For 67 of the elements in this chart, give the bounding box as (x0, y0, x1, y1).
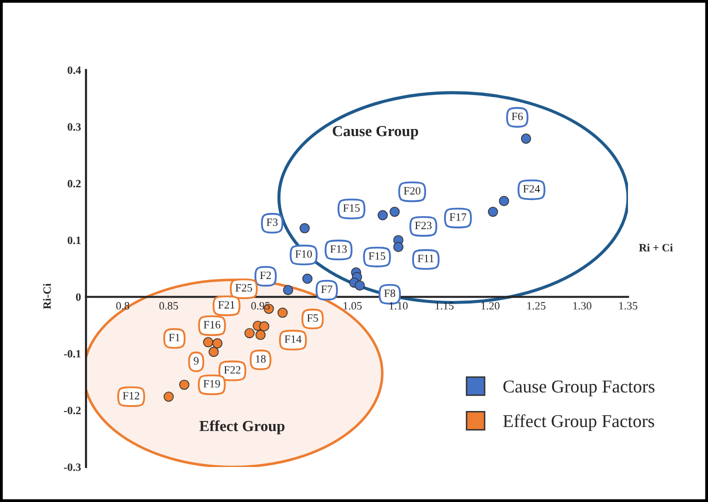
annotation: F1 (168, 334, 180, 342)
y-tick-label: 0.3 (68, 123, 81, 131)
annotation: F25 (235, 284, 252, 292)
annotation: F17 (450, 213, 466, 221)
legend-label: Effect Group Factors (503, 414, 654, 431)
annotation: F16 (204, 320, 220, 328)
point (488, 206, 498, 217)
point (244, 328, 255, 338)
annotation: F23 (415, 222, 432, 230)
x-tick-label: 1.15 (436, 302, 454, 310)
point (300, 223, 310, 234)
y-axis-title: Ri-Ci (43, 283, 51, 310)
y-tick-label: -0.3 (64, 463, 81, 472)
point (179, 380, 190, 390)
point (283, 284, 294, 296)
point (393, 242, 404, 252)
y-tick-label: 0.1 (68, 236, 81, 244)
point (278, 308, 288, 318)
annotation: F2 (260, 272, 271, 279)
annotation: F6 (512, 112, 523, 120)
annotation: F10 (295, 250, 312, 258)
x-tick-label: 1.05 (344, 302, 362, 310)
annotation: Cause Group (332, 126, 418, 140)
annotation: 18 (256, 355, 266, 363)
annotation: F20 (404, 187, 420, 195)
y-tick-label: -0.1 (64, 350, 81, 358)
annotation: F15 (343, 204, 360, 212)
point (259, 321, 270, 332)
point (208, 346, 219, 357)
annotation: F14 (284, 335, 302, 343)
point (498, 196, 510, 206)
x-tick-label: 1.30 (573, 302, 592, 310)
point (302, 274, 312, 284)
point (164, 392, 174, 402)
y-tick-label: 0 (76, 293, 81, 301)
point (203, 337, 214, 348)
annotation: F21 (218, 301, 235, 308)
annotation: F19 (203, 380, 220, 388)
x-tick-label: 1.10 (390, 302, 408, 310)
annotation: F15 (368, 252, 386, 260)
annotation: F24 (523, 185, 540, 192)
y-tick-label: 0.4 (68, 66, 81, 74)
annotation: F7 (321, 286, 332, 293)
legend-label: Cause Group Factors (503, 380, 654, 396)
point (354, 280, 365, 291)
y-tick-label: 0.2 (68, 180, 81, 188)
x-tick-label: 1.20 (481, 302, 500, 310)
annotation: 9 (194, 357, 199, 365)
x-axis-title: Ri + Ci (639, 244, 673, 252)
x-tick-label: 0.85 (159, 302, 178, 310)
point (520, 134, 532, 144)
annotation: F5 (307, 314, 318, 322)
point (212, 338, 222, 348)
annotation: Effect Group (200, 420, 284, 434)
annotation: F8 (384, 290, 396, 298)
point (255, 330, 266, 340)
annotation: F22 (224, 366, 240, 374)
point (390, 206, 400, 217)
y-tick-label: -0.2 (64, 406, 81, 414)
point (378, 210, 388, 220)
x-tick-label: 1.25 (527, 302, 546, 310)
x-tick-label: 1.35 (619, 302, 638, 310)
annotation: F13 (330, 245, 347, 253)
annotation: F3 (266, 218, 278, 226)
annotation: F12 (122, 392, 140, 400)
annotation: F11 (418, 254, 434, 262)
x-tick-label: 0.8 (116, 302, 130, 310)
